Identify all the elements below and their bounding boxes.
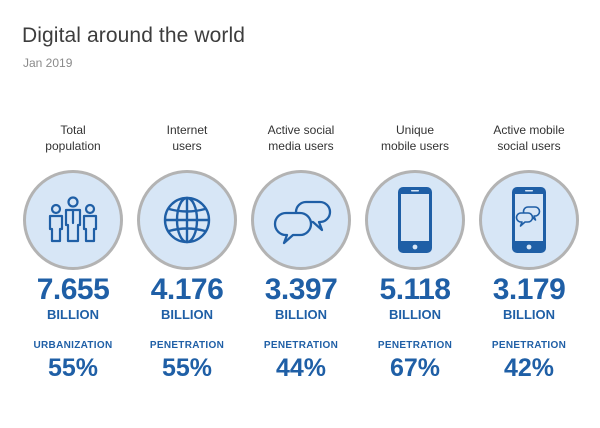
stat-label: Active social media users bbox=[268, 118, 335, 160]
icon-circle bbox=[365, 170, 465, 270]
stat-unit: BILLION bbox=[389, 307, 441, 322]
stat-unit: BILLION bbox=[503, 307, 555, 322]
stat-unit: BILLION bbox=[47, 307, 99, 322]
metric-value: 55% bbox=[47, 354, 99, 382]
metric-label: PENETRATION bbox=[377, 340, 453, 351]
stat-column-active-social-media-users: Active social media users 3.397 BILLION P… bbox=[244, 118, 358, 418]
stat-column-total-population: Total population 7.655 BILLION URB bbox=[16, 118, 130, 418]
metric-value: 55% bbox=[161, 354, 213, 382]
stat-unit: BILLION bbox=[275, 307, 327, 322]
icon-circle bbox=[137, 170, 237, 270]
stat-label-line1: Active mobile bbox=[493, 123, 565, 137]
stat-value: 4.176 bbox=[150, 273, 224, 306]
metric-value: 42% bbox=[503, 354, 555, 382]
stat-label-line2: social users bbox=[497, 139, 561, 153]
globe-icon bbox=[163, 196, 211, 244]
mobile-chat-icon bbox=[512, 187, 546, 253]
icon-circle bbox=[23, 170, 123, 270]
page-subtitle: Jan 2019 bbox=[23, 56, 73, 70]
metric-label: PENETRATION bbox=[149, 340, 225, 351]
page-title: Digital around the world bbox=[22, 24, 246, 47]
metric-label: URBANIZATION bbox=[33, 340, 113, 351]
stat-label-line2: media users bbox=[268, 139, 334, 153]
icon-circle bbox=[479, 170, 579, 270]
stat-label-line1: Active social bbox=[267, 123, 335, 137]
people-icon bbox=[48, 196, 98, 243]
stat-column-unique-mobile-users: Unique mobile users 5.118 BILLION PENETRA… bbox=[358, 118, 472, 418]
metric-label: PENETRATION bbox=[491, 340, 567, 351]
metric-label: PENETRATION bbox=[263, 340, 339, 351]
stat-value: 3.179 bbox=[492, 273, 566, 306]
stat-label: Internet users bbox=[167, 118, 208, 160]
stat-column-internet-users: Internet users 4.176 BILLION PENETRATION … bbox=[130, 118, 244, 418]
stat-value: 3.397 bbox=[264, 273, 338, 306]
stat-column-active-mobile-social-users: Active mobile social users 3.179 BILLION … bbox=[472, 118, 586, 418]
stat-label: Unique mobile users bbox=[381, 118, 449, 160]
stat-label: Active mobile social users bbox=[493, 118, 564, 160]
stat-label-line2: mobile users bbox=[380, 139, 450, 153]
mobile-phone-icon bbox=[398, 187, 432, 253]
stat-unit: BILLION bbox=[161, 307, 213, 322]
stat-label-line2: users bbox=[172, 139, 202, 153]
stat-columns: Total population 7.655 BILLION URB bbox=[16, 118, 586, 418]
stat-value: 5.118 bbox=[379, 273, 451, 306]
stat-label-line2: population bbox=[45, 139, 101, 153]
stat-label-line1: Unique bbox=[395, 123, 435, 137]
icon-circle bbox=[251, 170, 351, 270]
metric-value: 44% bbox=[275, 354, 327, 382]
stat-label-line1: Total bbox=[60, 123, 86, 137]
metric-value: 67% bbox=[389, 354, 441, 382]
stat-label-line1: Internet bbox=[166, 123, 208, 137]
chat-bubbles-icon bbox=[273, 200, 332, 245]
stat-label: Total population bbox=[45, 118, 100, 160]
stat-value: 7.655 bbox=[36, 273, 110, 306]
